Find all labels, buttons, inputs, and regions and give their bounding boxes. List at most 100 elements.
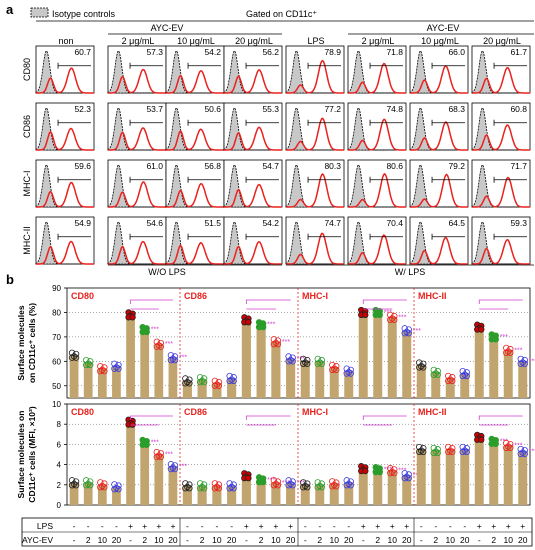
lps-cell: - bbox=[215, 521, 218, 531]
bar bbox=[300, 484, 310, 505]
replicate-point bbox=[196, 374, 204, 381]
histogram-cell: 57.3 bbox=[107, 45, 167, 94]
replicate-point bbox=[182, 480, 189, 487]
lps-cell: + bbox=[520, 521, 525, 531]
replicate-point bbox=[449, 448, 456, 456]
column-label: 10 μg/mL bbox=[177, 36, 215, 46]
ayc-cell: - bbox=[186, 535, 189, 545]
panel-title: CD86 bbox=[184, 291, 207, 301]
bar bbox=[344, 371, 354, 398]
replicate-point bbox=[285, 477, 292, 484]
expression-curve bbox=[108, 240, 166, 265]
replicate-point bbox=[329, 482, 336, 490]
lps-cell: + bbox=[404, 521, 409, 531]
isotype-curve bbox=[285, 164, 344, 208]
ayc-cell: 10 bbox=[154, 535, 164, 545]
bar bbox=[168, 466, 178, 505]
replicate-point bbox=[405, 329, 412, 337]
row-label: CD80 bbox=[22, 58, 32, 81]
replicate-point bbox=[157, 343, 165, 350]
replicate-point bbox=[111, 360, 118, 368]
bar bbox=[112, 366, 121, 398]
significance-bracket bbox=[245, 415, 291, 420]
significance-stars: *** bbox=[165, 341, 173, 348]
replicate-point bbox=[391, 469, 398, 477]
replicate-point bbox=[401, 329, 408, 337]
expression-curve bbox=[108, 68, 166, 94]
gate-percent: 57.3 bbox=[146, 47, 163, 57]
bar bbox=[286, 358, 296, 398]
bar bbox=[212, 485, 222, 505]
replicate-point bbox=[259, 478, 267, 486]
replicate-point bbox=[215, 382, 223, 389]
replicate-point bbox=[186, 380, 193, 387]
significance-stars: *** bbox=[529, 358, 535, 365]
replicate-point bbox=[289, 481, 296, 489]
lps-cell: - bbox=[115, 521, 118, 531]
gate-percent: 78.9 bbox=[324, 47, 341, 57]
lps-cell: - bbox=[230, 521, 233, 531]
replicate-point bbox=[289, 358, 296, 365]
y-tick-label: 0 bbox=[57, 501, 62, 510]
bar bbox=[358, 468, 368, 505]
histogram-cell: 61.7 bbox=[471, 45, 531, 94]
replicate-point bbox=[111, 365, 118, 372]
bar bbox=[373, 312, 383, 398]
significance-bracket bbox=[130, 299, 173, 304]
histogram-cell: 53.7 bbox=[107, 102, 167, 151]
replicate-point bbox=[153, 338, 161, 346]
replicate-point bbox=[387, 316, 394, 323]
replicate-point bbox=[314, 360, 321, 367]
replicate-point bbox=[416, 359, 423, 366]
replicate-point bbox=[167, 356, 175, 364]
y-axis-label: Surface molecules bbox=[16, 305, 26, 380]
bar bbox=[83, 482, 93, 505]
replicate-point bbox=[196, 480, 204, 487]
replicate-point bbox=[517, 360, 524, 367]
y-tick-label: 50 bbox=[52, 382, 61, 391]
significance-stars: *** bbox=[179, 355, 187, 362]
replicate-point bbox=[376, 468, 383, 476]
replicate-point bbox=[86, 481, 94, 489]
replicate-point bbox=[314, 484, 321, 491]
gate-percent: 80.3 bbox=[324, 161, 341, 171]
isotype-legend-label: Isotype controls bbox=[52, 9, 116, 19]
histogram-cell: 74.8 bbox=[347, 102, 407, 151]
bar bbox=[69, 355, 79, 398]
histogram-cell: 51.5 bbox=[165, 216, 225, 265]
lps-cell: - bbox=[304, 521, 307, 531]
replicate-point bbox=[167, 465, 175, 473]
replicate-point bbox=[430, 444, 437, 452]
replicate-point bbox=[343, 477, 350, 484]
bar bbox=[315, 484, 325, 505]
replicate-point bbox=[459, 443, 466, 451]
significance-stars: *** bbox=[500, 334, 508, 341]
replicate-point bbox=[226, 372, 233, 380]
expression-curve bbox=[224, 240, 282, 265]
replicate-point bbox=[503, 344, 510, 352]
bar bbox=[489, 336, 499, 398]
replicate-point bbox=[463, 372, 470, 380]
replicate-point bbox=[226, 480, 233, 487]
row-label: MHC-I bbox=[22, 171, 32, 197]
histogram-cell: 55.3 bbox=[223, 102, 283, 151]
ayc-cell: 20 bbox=[168, 535, 178, 545]
replicate-point bbox=[68, 354, 76, 361]
replicate-point bbox=[343, 365, 350, 372]
ayc-cell: 2 bbox=[433, 535, 438, 545]
lps-cell: + bbox=[170, 521, 175, 531]
replicate-point bbox=[445, 443, 452, 451]
bar bbox=[503, 350, 513, 398]
ayc-cell: 20 bbox=[227, 535, 237, 545]
expression-curve bbox=[224, 126, 282, 151]
bar bbox=[402, 475, 412, 505]
group-label-left: AYC-EV bbox=[151, 23, 184, 33]
bar bbox=[518, 361, 528, 398]
bar bbox=[69, 482, 79, 505]
gate-percent: 50.6 bbox=[204, 104, 221, 114]
replicate-point bbox=[171, 356, 179, 364]
gate-percent: 66.0 bbox=[448, 47, 465, 57]
expression-curve bbox=[286, 232, 344, 265]
panel-title: CD86 bbox=[184, 407, 207, 417]
ayc-cell: 20 bbox=[112, 535, 122, 545]
